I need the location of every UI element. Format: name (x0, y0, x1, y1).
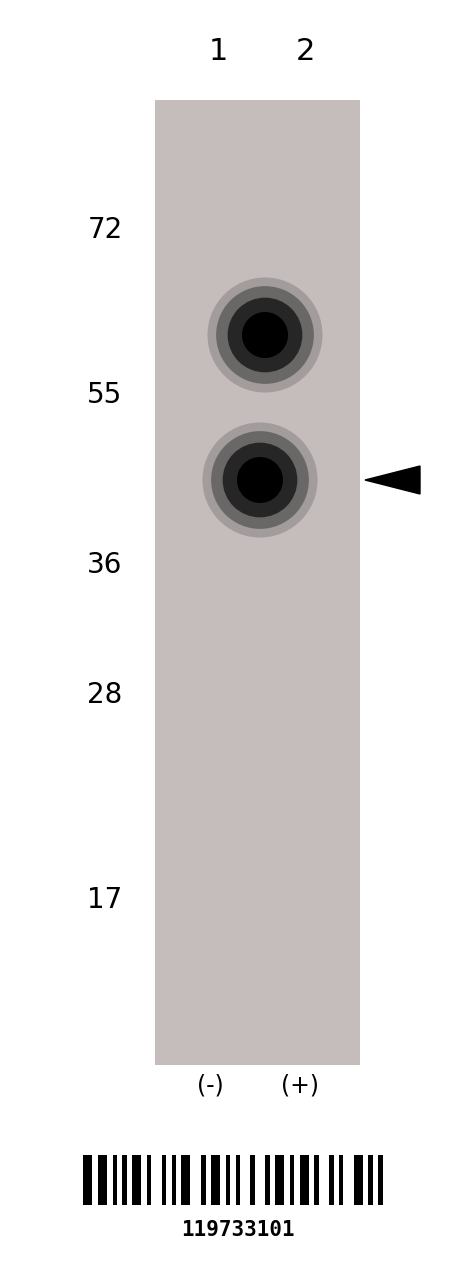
Polygon shape (364, 466, 419, 494)
Bar (155, 100, 359, 1065)
Text: 119733101: 119733101 (181, 1220, 294, 1240)
Bar (181, 1155, 190, 1204)
Bar (201, 1155, 205, 1204)
Ellipse shape (241, 312, 288, 358)
Bar (83, 1155, 92, 1204)
Bar (98, 1155, 107, 1204)
Bar (314, 1155, 318, 1204)
Bar (299, 1155, 308, 1204)
Ellipse shape (227, 298, 302, 372)
Bar (353, 1155, 362, 1204)
Bar (132, 1155, 141, 1204)
Text: 36: 36 (87, 550, 122, 579)
Text: (+): (+) (280, 1073, 318, 1097)
Text: 28: 28 (87, 681, 122, 709)
Bar (112, 1155, 117, 1204)
Ellipse shape (216, 287, 313, 384)
Bar (225, 1155, 230, 1204)
Ellipse shape (202, 422, 317, 538)
Bar (289, 1155, 294, 1204)
Text: 2: 2 (295, 37, 314, 67)
Text: 55: 55 (87, 381, 122, 410)
Bar (122, 1155, 127, 1204)
Ellipse shape (237, 457, 282, 503)
Bar (235, 1155, 239, 1204)
Bar (147, 1155, 151, 1204)
Bar (338, 1155, 343, 1204)
Ellipse shape (207, 278, 322, 393)
Bar (367, 1155, 372, 1204)
Text: 17: 17 (87, 886, 122, 914)
Bar (377, 1155, 382, 1204)
Bar (210, 1155, 219, 1204)
Text: 72: 72 (87, 216, 122, 244)
Bar (265, 1155, 269, 1204)
Bar (161, 1155, 166, 1204)
Bar (274, 1155, 283, 1204)
Ellipse shape (222, 443, 297, 517)
Text: 1: 1 (208, 37, 227, 67)
Text: (-): (-) (196, 1073, 223, 1097)
Bar (171, 1155, 176, 1204)
Ellipse shape (211, 431, 308, 529)
Bar (250, 1155, 254, 1204)
Bar (328, 1155, 333, 1204)
